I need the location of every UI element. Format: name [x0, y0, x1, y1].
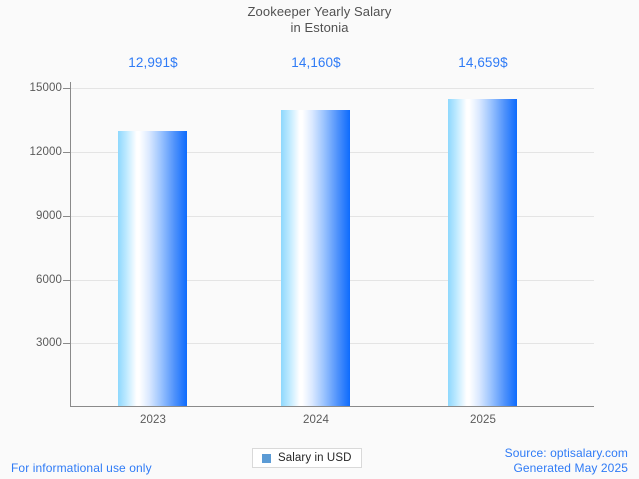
x-tick-label-2023: 2023 [140, 414, 166, 426]
bar-value-label-2023: 12,991$ [128, 55, 178, 70]
x-tick-label-2024: 2024 [303, 414, 329, 426]
source-block: Source: optisalary.com Generated May 202… [505, 446, 628, 476]
y-axis: 15000 12000 9000 6000 3000 [0, 0, 62, 479]
y-tick-label-15000: 15000 [29, 82, 62, 94]
x-tick-label-2025: 2025 [470, 414, 496, 426]
bar-value-label-2024: 14,160$ [291, 55, 341, 70]
y-tick-label-9000: 9000 [36, 210, 62, 222]
bar-value-label-2025: 14,659$ [458, 55, 508, 70]
disclaimer-text: For informational use only [11, 461, 152, 475]
y-axis-line [70, 82, 71, 407]
chart-title-line1: Zookeeper Yearly Salary [247, 4, 392, 19]
y-tick-label-3000: 3000 [36, 337, 62, 349]
y-tick-mark-15000 [63, 88, 70, 89]
y-tick-mark-9000 [63, 216, 70, 217]
chart-title-line2: in Estonia [290, 20, 349, 35]
legend-swatch-icon [262, 453, 271, 463]
chart-title: Zookeeper Yearly Salary in Estonia [0, 4, 639, 36]
bar-2025[interactable] [448, 99, 517, 406]
chart-legend[interactable]: Salary in USD [252, 448, 362, 468]
generated-date: Generated May 2025 [513, 461, 628, 475]
bar-2024[interactable] [281, 110, 350, 406]
legend-label-salary: Salary in USD [278, 452, 352, 464]
y-tick-label-6000: 6000 [36, 274, 62, 286]
y-tick-mark-12000 [63, 152, 70, 153]
x-axis-line [70, 406, 594, 407]
y-tick-label-12000: 12000 [29, 146, 62, 158]
source-link[interactable]: Source: optisalary.com [504, 446, 628, 460]
bar-2023[interactable] [118, 131, 187, 406]
y-tick-mark-6000 [63, 280, 70, 281]
y-tick-mark-3000 [63, 343, 70, 344]
gridline-15000 [70, 88, 594, 89]
